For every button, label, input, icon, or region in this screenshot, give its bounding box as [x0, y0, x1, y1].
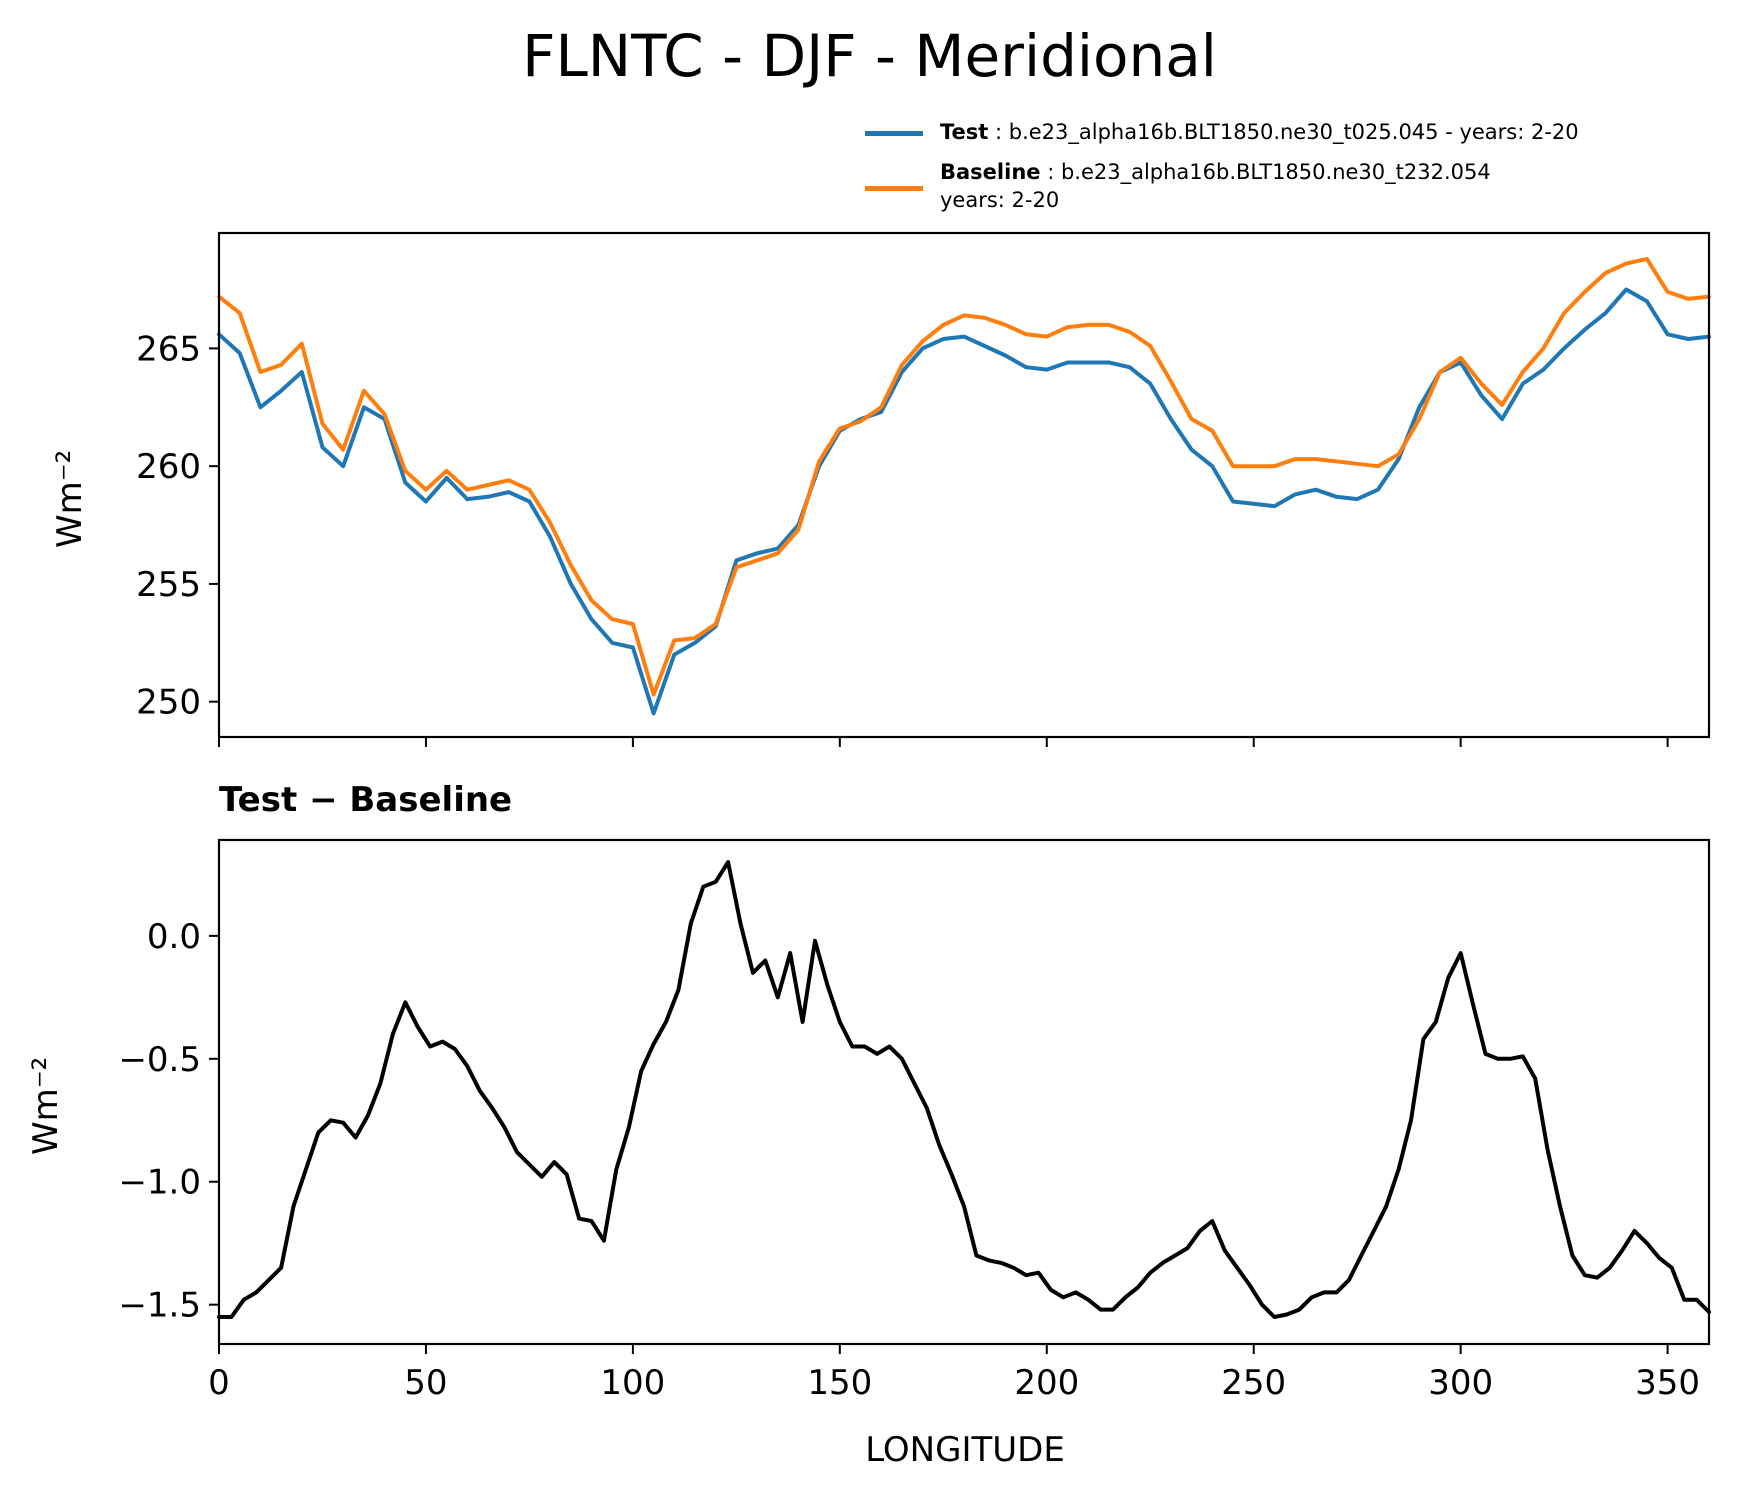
bot-xtick-label: 100 [600, 1363, 665, 1403]
legend-item-baseline: Baseline : b.e23_alpha16b.BLT1850.ne30_t… [865, 158, 1579, 214]
top-series-line-baseline [217, 256, 1711, 697]
bottom-plot-ylabel: Wm⁻² [26, 1056, 66, 1155]
top-plot-ticks: 250 255 260 265 [136, 329, 1669, 747]
bot-xtick-label: 250 [1221, 1363, 1286, 1403]
bottom-plot-ticks: 0 50 100 150 200 250 300 350 −1.5 −1.0 −0.5 0.0 [118, 917, 1700, 1403]
bot-ytick-label: −1.0 [118, 1163, 201, 1203]
top-ytick-label: 265 [136, 329, 201, 369]
bot-ytick-label: −1.5 [118, 1286, 201, 1326]
top-plot-ylabel: Wm⁻² [50, 449, 90, 548]
bot-xtick-label: 350 [1635, 1363, 1700, 1403]
legend-label-baseline-bold: Baseline [940, 160, 1041, 184]
bot-xtick-label: 200 [1014, 1363, 1079, 1403]
top-ytick-label: 255 [136, 565, 201, 605]
top-ytick-label: 250 [136, 683, 201, 723]
legend-label-test: : b.e23_alpha16b.BLT1850.ne30_t025.045 -… [988, 120, 1579, 144]
top-plot-series-layer [217, 256, 1711, 716]
bot-ytick-label: −0.5 [118, 1040, 201, 1080]
legend-label-baseline: : b.e23_alpha16b.BLT1850.ne30_t232.054 [1040, 160, 1491, 184]
top-plot: 250 255 260 265 [136, 231, 1711, 747]
bottom-plot-frame [217, 838, 1711, 1346]
legend-swatch-baseline [865, 186, 923, 191]
bottom-plot-series-layer [217, 860, 1711, 1319]
bot-series-line-test-baseline [217, 860, 1711, 1319]
legend-item-test: Test : b.e23_alpha16b.BLT1850.ne30_t025.… [865, 118, 1579, 146]
legend-swatch-test [865, 131, 923, 136]
figure-title: FLNTC - DJF - Meridional [522, 22, 1217, 90]
bot-xtick-label: 150 [807, 1363, 872, 1403]
bottom-plot: 0 50 100 150 200 250 300 350 −1.5 −1.0 −0.5 0.0 [118, 838, 1711, 1403]
top-series-line-test [217, 287, 1711, 716]
legend-label-baseline-years: years: 2-20 [940, 188, 1060, 212]
bot-xtick-label: 300 [1428, 1363, 1493, 1403]
bot-ytick-label: 0.0 [147, 917, 201, 957]
top-ytick-label: 260 [136, 447, 201, 487]
bot-xtick-label: 0 [208, 1363, 230, 1403]
bottom-plot-xlabel: LONGITUDE [865, 1430, 1065, 1470]
bottom-plot-title: Test − Baseline [219, 780, 513, 820]
bot-xtick-label: 50 [404, 1363, 447, 1403]
legend-label-test-bold: Test [940, 120, 989, 144]
legend: Test : b.e23_alpha16b.BLT1850.ne30_t025.… [865, 118, 1579, 214]
top-plot-frame [217, 231, 1711, 739]
